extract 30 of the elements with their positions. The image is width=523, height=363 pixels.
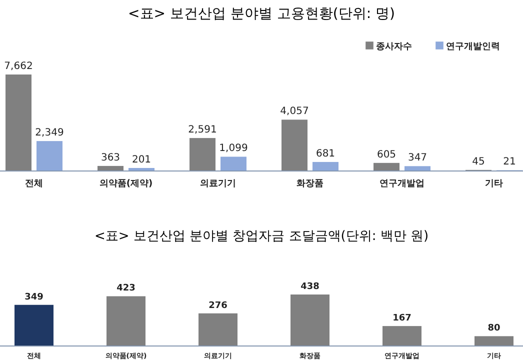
data-label: 276 <box>208 300 228 311</box>
data-label: 605 <box>376 149 396 160</box>
data-label: 80 <box>488 324 500 334</box>
legend-item: 종사자수 <box>366 42 412 52</box>
data-label: 201 <box>132 154 152 166</box>
data-label: 438 <box>300 282 320 292</box>
data-label: 7,662 <box>4 61 33 72</box>
data-label: 2,349 <box>35 128 64 139</box>
legend-label: 연구개발인력 <box>446 42 500 52</box>
x-tick-label: 연구개발업 <box>380 179 424 189</box>
x-tick-label: 의약품(제약) <box>99 179 153 189</box>
x-tick-label: 전체 <box>25 179 43 189</box>
data-label: 349 <box>24 292 44 302</box>
data-label: 167 <box>392 314 412 324</box>
data-label: 21 <box>503 156 516 168</box>
legend-label: 종사자수 <box>376 42 412 52</box>
chart-title: <표> 보건산업 분야별 고용현황(단위: 명) <box>128 6 395 22</box>
legend-item: 연구개발인력 <box>436 42 500 52</box>
data-label: 2,591 <box>188 124 217 136</box>
data-label: 4,057 <box>280 106 309 118</box>
data-label: 45 <box>472 156 485 168</box>
chart-title: <표> 보건산업 분야별 창업자금 조달금액(단위: 백만 원) <box>94 229 429 244</box>
x-tick-label: 기타 <box>485 179 503 189</box>
data-label: 681 <box>316 148 336 160</box>
x-tick-label: 화장품 <box>296 179 324 189</box>
data-label: 423 <box>116 284 136 294</box>
data-label: 347 <box>408 152 428 164</box>
data-label: 1,099 <box>219 143 248 154</box>
data-label: 363 <box>100 152 120 164</box>
x-tick-label: 의료기기 <box>200 179 236 189</box>
